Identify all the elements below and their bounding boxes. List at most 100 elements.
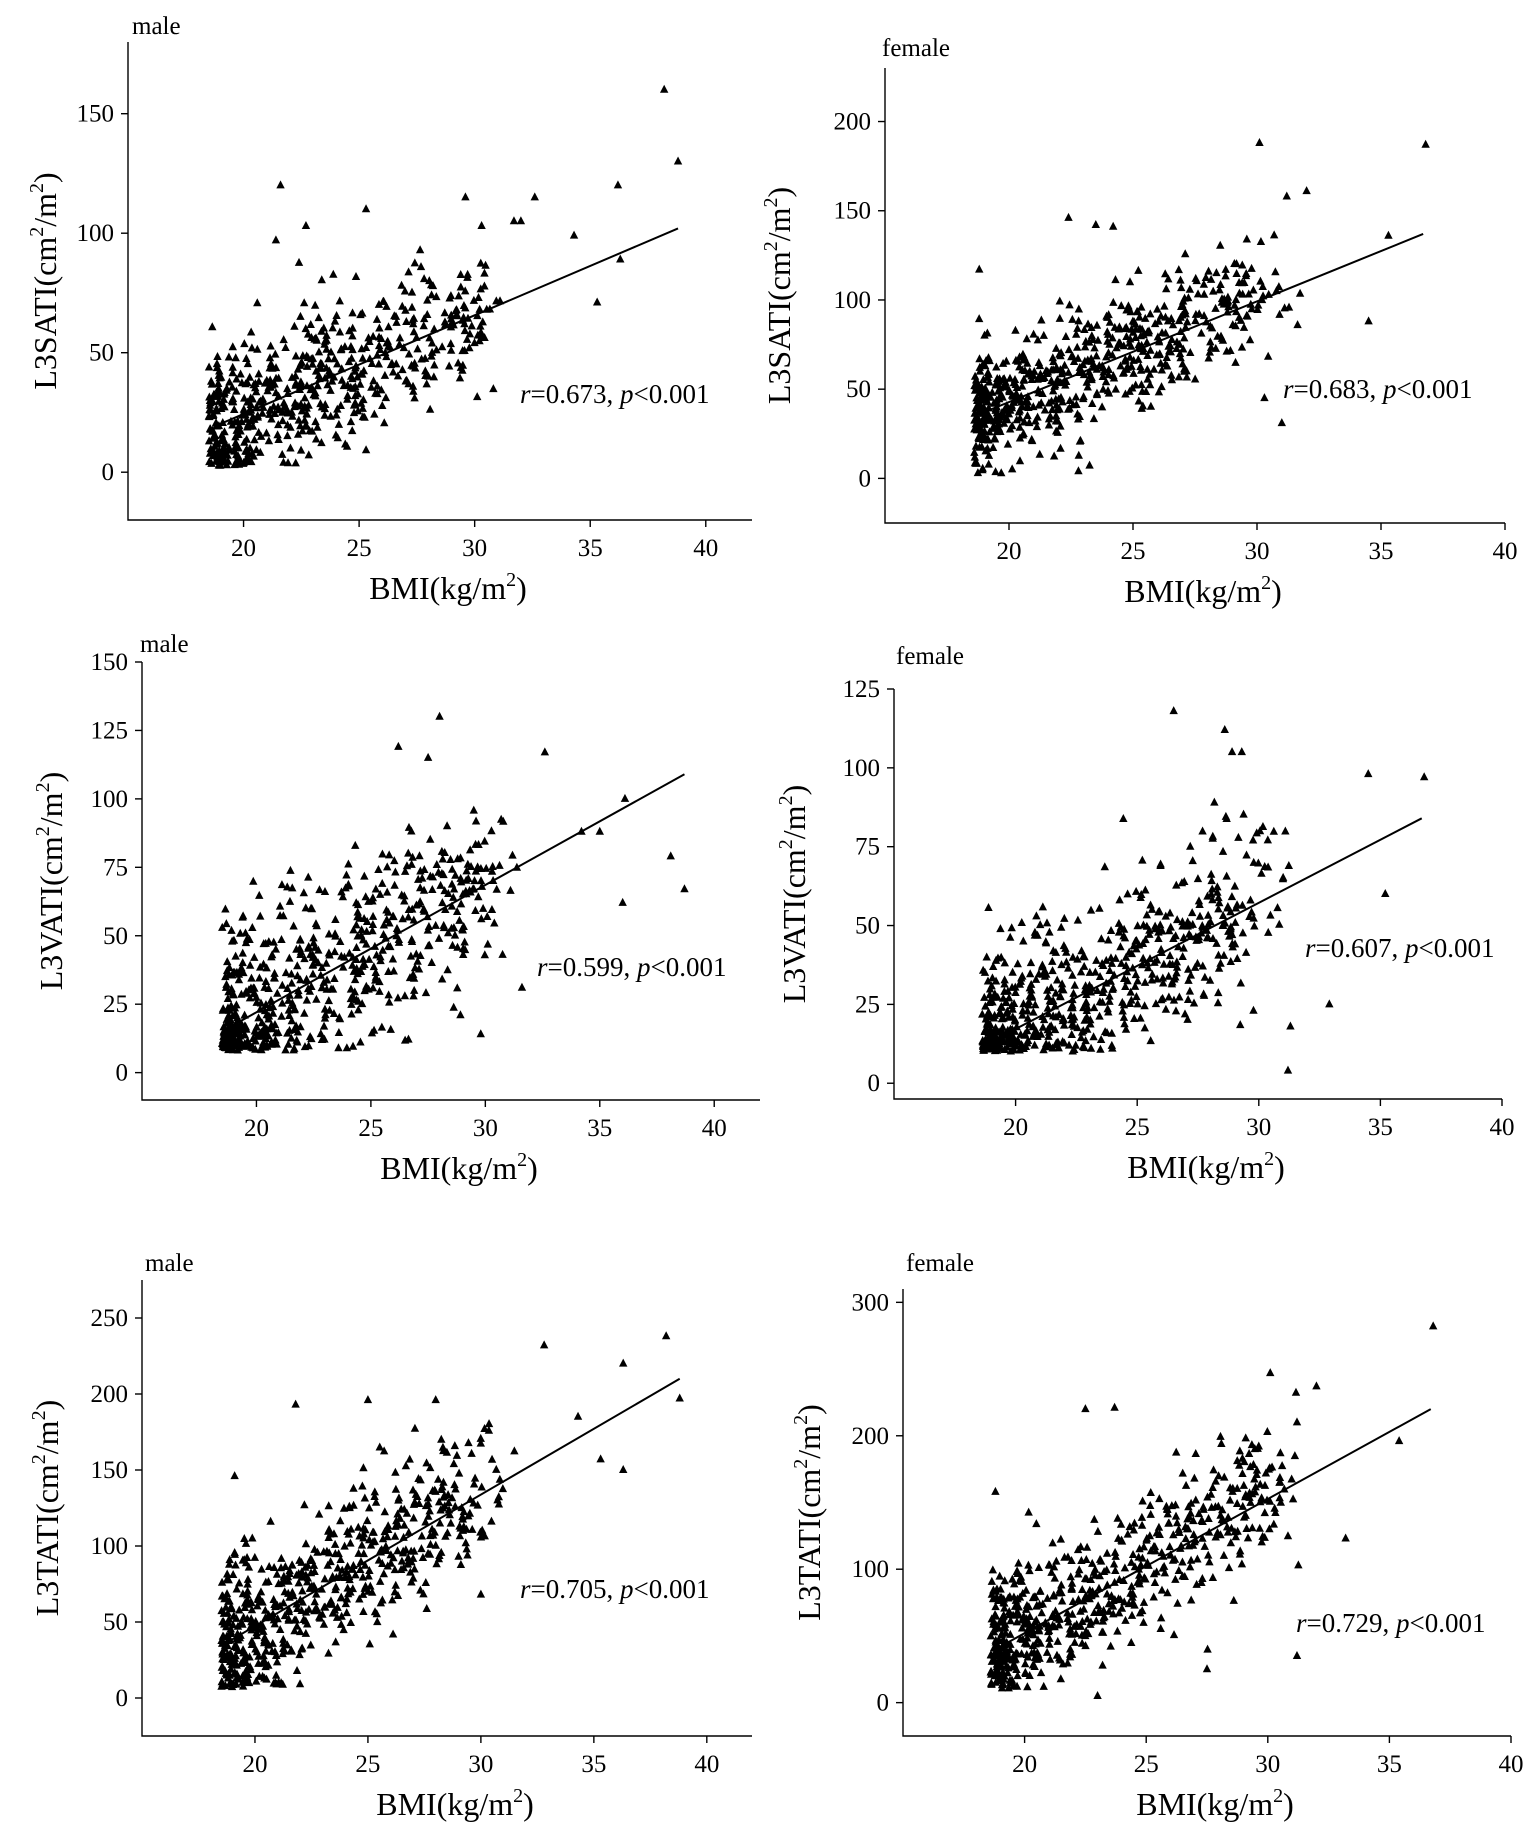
data-point bbox=[1150, 319, 1160, 328]
data-points bbox=[218, 711, 689, 1054]
data-point bbox=[990, 1609, 1000, 1618]
data-point bbox=[1047, 376, 1056, 385]
data-point bbox=[1257, 1537, 1266, 1546]
data-point bbox=[401, 376, 410, 385]
data-point bbox=[270, 1019, 280, 1028]
data-point bbox=[1054, 1620, 1064, 1629]
data-point bbox=[1003, 439, 1013, 448]
data-point bbox=[1080, 342, 1090, 351]
data-point bbox=[262, 1024, 271, 1033]
data-point bbox=[375, 1442, 384, 1451]
data-point bbox=[1095, 1554, 1105, 1563]
data-point bbox=[1088, 1558, 1097, 1567]
data-point bbox=[301, 221, 311, 230]
data-point bbox=[1221, 264, 1230, 273]
data-point bbox=[1149, 1592, 1158, 1601]
data-point bbox=[299, 1614, 308, 1623]
data-point bbox=[1290, 1451, 1300, 1460]
data-point bbox=[1074, 1569, 1083, 1578]
data-point bbox=[1207, 876, 1216, 885]
data-point bbox=[984, 902, 993, 911]
data-point bbox=[333, 404, 342, 413]
data-point bbox=[243, 1574, 253, 1583]
data-point bbox=[1088, 398, 1097, 407]
data-point bbox=[374, 332, 384, 341]
data-point bbox=[1263, 351, 1273, 360]
data-point bbox=[227, 1041, 236, 1050]
data-point bbox=[1081, 999, 1090, 1008]
data-point bbox=[359, 1463, 368, 1472]
data-point bbox=[1024, 1560, 1033, 1569]
data-point bbox=[259, 1038, 268, 1047]
data-point bbox=[1108, 1601, 1118, 1610]
data-point bbox=[212, 448, 222, 457]
data-point bbox=[317, 963, 327, 972]
data-point bbox=[1048, 956, 1057, 965]
data-point bbox=[1114, 324, 1123, 333]
data-point bbox=[352, 963, 361, 972]
data-point bbox=[666, 851, 675, 860]
data-point bbox=[347, 1009, 356, 1018]
data-point bbox=[1105, 966, 1114, 975]
data-point bbox=[447, 864, 457, 873]
data-point bbox=[1051, 988, 1061, 997]
x-tick-label: 40 bbox=[702, 1115, 727, 1142]
data-point bbox=[394, 741, 403, 750]
data-point bbox=[1214, 1471, 1223, 1480]
x-tick-label: 30 bbox=[473, 1115, 498, 1142]
data-point bbox=[212, 359, 222, 368]
data-point bbox=[1003, 1006, 1012, 1015]
data-point bbox=[450, 1480, 459, 1489]
data-point bbox=[250, 1026, 260, 1035]
data-point bbox=[1162, 1504, 1172, 1513]
data-point bbox=[1131, 319, 1140, 328]
panel-title: female bbox=[906, 1250, 974, 1277]
data-point bbox=[619, 1358, 628, 1367]
data-point bbox=[1005, 1610, 1014, 1619]
data-point bbox=[239, 404, 249, 413]
data-point bbox=[276, 1563, 286, 1572]
data-point bbox=[1120, 1019, 1129, 1028]
data-point bbox=[1120, 933, 1130, 942]
data-point bbox=[336, 1554, 345, 1563]
data-point bbox=[374, 359, 384, 368]
data-point bbox=[1228, 942, 1237, 951]
data-point bbox=[1091, 220, 1100, 229]
data-point bbox=[410, 363, 420, 372]
data-point bbox=[247, 1598, 256, 1607]
data-point bbox=[341, 1599, 351, 1608]
data-point bbox=[301, 1539, 311, 1548]
data-point bbox=[237, 1617, 246, 1626]
data-point bbox=[1145, 1531, 1155, 1540]
data-point bbox=[252, 997, 261, 1006]
data-point bbox=[1174, 1565, 1184, 1574]
data-point bbox=[1146, 900, 1155, 909]
data-point bbox=[424, 941, 433, 950]
data-point bbox=[425, 1506, 434, 1515]
data-point bbox=[397, 890, 406, 899]
data-point bbox=[1017, 1623, 1027, 1632]
data-point bbox=[361, 892, 370, 901]
data-point bbox=[1162, 353, 1171, 362]
data-point bbox=[1247, 263, 1256, 272]
data-point bbox=[434, 1554, 444, 1563]
y-axis-label: L3VATI(cm2/m2) bbox=[775, 785, 812, 1003]
data-point bbox=[1025, 1566, 1034, 1575]
data-point bbox=[1057, 1596, 1067, 1605]
data-point bbox=[1086, 1043, 1096, 1052]
data-point bbox=[427, 351, 436, 360]
data-point bbox=[1109, 373, 1119, 382]
data-point bbox=[371, 884, 381, 893]
data-point bbox=[1236, 315, 1246, 324]
data-point bbox=[368, 893, 378, 902]
data-point bbox=[404, 1527, 413, 1536]
data-point bbox=[1027, 375, 1036, 384]
data-point bbox=[1141, 1574, 1150, 1583]
data-point bbox=[1017, 397, 1026, 406]
data-point bbox=[351, 363, 360, 372]
data-point bbox=[1252, 1465, 1262, 1474]
data-point bbox=[368, 331, 378, 340]
axes bbox=[127, 42, 752, 521]
data-point bbox=[318, 1609, 327, 1618]
data-point bbox=[1073, 353, 1083, 362]
